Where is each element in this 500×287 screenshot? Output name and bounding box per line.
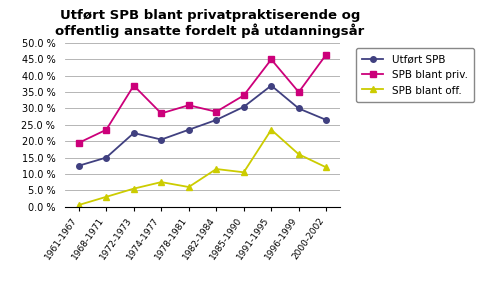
SPB blant priv. xyxy=(268,58,274,61)
SPB blant off. xyxy=(323,166,329,169)
SPB blant priv. xyxy=(131,84,137,87)
SPB blant off. xyxy=(103,195,109,199)
SPB blant off. xyxy=(241,170,247,174)
Utført SPB xyxy=(186,128,192,131)
Text: Utført SPB blant privatpraktiserende og
offentlig ansatte fordelt på utdanningså: Utført SPB blant privatpraktiserende og … xyxy=(56,9,364,38)
Utført SPB xyxy=(268,84,274,87)
Utført SPB xyxy=(241,105,247,108)
SPB blant priv. xyxy=(323,53,329,56)
SPB blant priv. xyxy=(296,90,302,94)
Utført SPB xyxy=(158,138,164,141)
SPB blant off. xyxy=(186,185,192,189)
Utført SPB xyxy=(76,164,82,167)
SPB blant off. xyxy=(296,153,302,156)
Line: SPB blant off.: SPB blant off. xyxy=(76,126,330,208)
Utført SPB xyxy=(131,131,137,135)
SPB blant priv. xyxy=(76,141,82,145)
SPB blant priv. xyxy=(158,112,164,115)
SPB blant off. xyxy=(131,187,137,190)
SPB blant priv. xyxy=(186,104,192,107)
Legend: Utført SPB, SPB blant priv., SPB blant off.: Utført SPB, SPB blant priv., SPB blant o… xyxy=(356,48,474,102)
SPB blant priv. xyxy=(213,110,219,113)
Line: Utført SPB: Utført SPB xyxy=(76,83,329,168)
SPB blant off. xyxy=(76,203,82,207)
SPB blant priv. xyxy=(241,94,247,97)
Utført SPB xyxy=(296,107,302,110)
Line: SPB blant priv.: SPB blant priv. xyxy=(76,52,329,146)
SPB blant off. xyxy=(158,180,164,184)
Utført SPB xyxy=(103,156,109,159)
SPB blant off. xyxy=(213,167,219,171)
Utført SPB xyxy=(213,118,219,122)
Utført SPB xyxy=(323,118,329,122)
SPB blant off. xyxy=(268,128,274,131)
SPB blant priv. xyxy=(103,128,109,131)
